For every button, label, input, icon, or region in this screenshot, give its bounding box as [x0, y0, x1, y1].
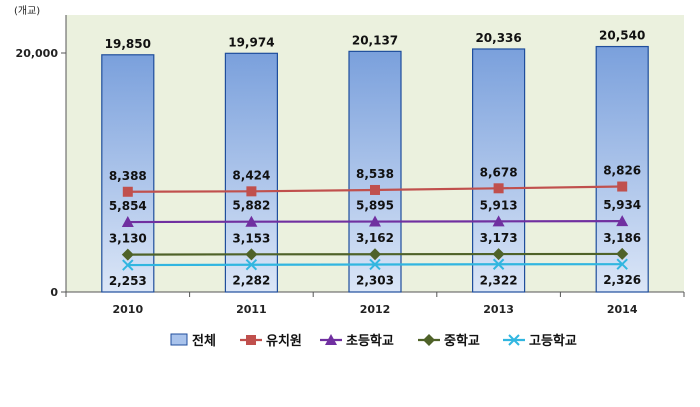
point-고등학교 — [122, 259, 134, 271]
point-data-label: 8,826 — [603, 164, 641, 178]
point-고등학교 — [616, 258, 628, 270]
legend-item-고등학교: 고등학교 — [503, 333, 577, 349]
bar-data-label: 19,974 — [228, 35, 274, 49]
point-data-label: 5,934 — [603, 198, 641, 212]
point-data-label: 2,303 — [356, 273, 394, 287]
legend-marker — [508, 334, 520, 346]
legend-marker — [423, 334, 435, 346]
point-유치원 — [246, 186, 257, 197]
point-고등학교 — [492, 258, 505, 270]
legend-label: 중학교 — [444, 333, 480, 349]
point-유치원 — [122, 186, 133, 197]
legend-swatch — [170, 333, 188, 346]
point-중학교 — [369, 248, 381, 261]
unit-label: (개교) — [14, 5, 40, 17]
legend-label: 전체 — [192, 333, 216, 349]
point-data-label: 3,153 — [232, 231, 270, 245]
legend-label: 고등학교 — [529, 333, 577, 349]
point-유치원 — [617, 181, 628, 192]
point-중학교 — [616, 247, 629, 260]
point-유치원 — [493, 183, 504, 194]
bar-data-label: 20,336 — [475, 31, 521, 45]
point-data-label: 5,913 — [480, 198, 518, 212]
bar-data-label: 19,850 — [105, 37, 151, 51]
point-data-label: 8,424 — [232, 168, 270, 182]
point-중학교 — [492, 248, 505, 261]
legend-label: 초등학교 — [346, 333, 394, 349]
point-중학교 — [245, 248, 258, 261]
x-tick-label: 2014 — [607, 303, 638, 316]
point-data-label: 8,538 — [356, 167, 394, 181]
point-data-label: 2,282 — [232, 274, 270, 288]
legend-marker — [325, 334, 337, 345]
legend-label: 유치원 — [266, 333, 302, 349]
legend-item-초등학교: 초등학교 — [320, 333, 394, 349]
legend-item-전체: 전체 — [170, 333, 216, 349]
legend-marker — [246, 335, 256, 345]
bar-2013 — [472, 48, 526, 293]
x-tick-label: 2013 — [483, 303, 514, 316]
point-data-label: 3,186 — [603, 231, 641, 245]
point-초등학교 — [369, 215, 381, 227]
legend-item-중학교: 중학교 — [418, 333, 480, 349]
point-유치원 — [370, 184, 380, 195]
point-초등학교 — [492, 215, 505, 227]
y-tick-label: 20,000 — [16, 47, 59, 60]
x-tick-label: 2012 — [360, 303, 391, 316]
point-data-label: 8,388 — [109, 169, 147, 183]
point-data-label: 2,326 — [603, 273, 641, 287]
point-data-label: 5,895 — [356, 199, 394, 213]
point-중학교 — [121, 248, 134, 261]
point-data-label: 2,322 — [480, 273, 518, 287]
bar-data-label: 20,137 — [352, 33, 398, 47]
point-초등학교 — [121, 216, 134, 228]
point-초등학교 — [245, 215, 258, 227]
point-data-label: 3,130 — [109, 232, 147, 246]
point-초등학교 — [616, 215, 629, 227]
point-data-label: 5,882 — [232, 199, 270, 213]
point-data-label: 8,678 — [480, 165, 518, 179]
point-고등학교 — [245, 259, 258, 271]
legend-item-유치원: 유치원 — [240, 333, 302, 349]
x-tick-label: 2011 — [236, 303, 267, 316]
point-data-label: 3,162 — [356, 231, 394, 245]
point-data-label: 3,173 — [480, 231, 518, 245]
point-data-label: 5,854 — [109, 199, 147, 213]
bar-data-label: 20,540 — [599, 29, 645, 43]
x-tick-label: 2010 — [112, 303, 143, 316]
y-tick-label: 0 — [50, 286, 58, 299]
point-data-label: 2,253 — [109, 274, 147, 288]
point-고등학교 — [369, 258, 381, 271]
